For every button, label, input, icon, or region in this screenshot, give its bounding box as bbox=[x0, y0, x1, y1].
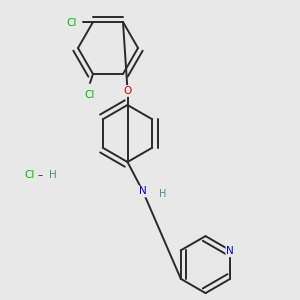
Text: N: N bbox=[139, 187, 146, 196]
Text: H: H bbox=[50, 170, 57, 180]
Text: –: – bbox=[38, 170, 43, 180]
Text: Cl: Cl bbox=[85, 91, 95, 100]
Text: Cl: Cl bbox=[66, 18, 76, 28]
Text: Cl: Cl bbox=[24, 170, 34, 180]
Text: O: O bbox=[123, 86, 132, 96]
Text: H: H bbox=[159, 189, 166, 199]
Text: N: N bbox=[226, 246, 234, 256]
